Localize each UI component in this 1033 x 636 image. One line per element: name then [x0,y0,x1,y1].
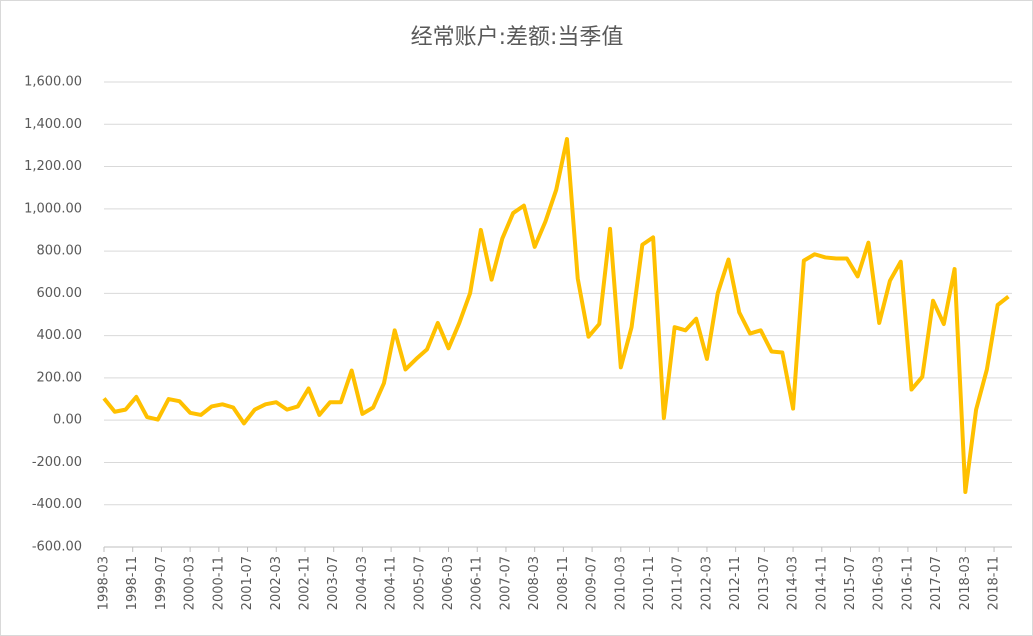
x-tick-label: 2018-11 [987,556,1002,610]
x-tick-label: 2005-07 [412,556,427,610]
x-tick-label: 2001-07 [240,556,255,610]
y-tick-label: -200.00 [32,455,82,470]
x-tick-label: 2007-07 [498,556,513,610]
x-tick-label: 2018-03 [958,556,973,610]
x-tick-label: 2008-03 [527,556,542,610]
x-tick-label: 2010-11 [642,556,657,610]
y-tick-label: 400.00 [37,328,83,343]
y-tick-label: 600.00 [37,286,83,301]
x-tick-label: 2003-07 [326,556,341,610]
x-tick-label: 1998-11 [125,556,140,610]
x-tick-label: 2006-11 [470,556,485,610]
x-tick-label: 2012-03 [699,556,714,610]
x-tick-label: 2006-03 [441,556,456,610]
x-tick-label: 2015-07 [843,556,858,610]
y-tick-label: -400.00 [32,497,82,512]
y-tick-label: 1,000.00 [24,201,82,216]
y-tick-label: 0.00 [53,413,82,428]
y-tick-label: 800.00 [37,244,83,259]
x-tick-label: 2012-11 [728,556,743,610]
x-tick-label: 2009-07 [585,556,600,610]
x-tick-label: 2016-03 [872,556,887,610]
x-tick-label: 2000-03 [183,556,198,610]
x-tick-label: 1999-07 [154,556,169,610]
x-tick-label: 2004-11 [384,556,399,610]
x-tick-label: 2014-11 [814,556,829,610]
x-tick-label: 2010-03 [613,556,628,610]
x-tick-label: 2008-11 [556,556,571,610]
y-tick-label: 1,600.00 [24,75,82,90]
y-tick-label: 1,200.00 [24,159,82,174]
x-tick-label: 2000-11 [211,556,226,610]
x-tick-label: 2017-07 [929,556,944,610]
x-tick-label: 2016-11 [900,556,915,610]
x-tick-label: 2011-07 [671,556,686,610]
series-line [102,137,1010,495]
x-tick-label: 2014-03 [786,556,801,610]
x-tick-label: 2002-11 [297,556,312,610]
x-tick-label: 2004-03 [355,556,370,610]
x-tick-label: 2002-03 [269,556,284,610]
x-tick-label: 1998-03 [97,556,112,610]
chart-title: 经常账户:差额:当季值 [411,25,624,50]
y-tick-label: 1,400.00 [24,117,82,132]
y-tick-label: 200.00 [37,370,83,385]
y-tick-label: -600.00 [32,540,82,555]
x-tick-label: 2013-07 [757,556,772,610]
